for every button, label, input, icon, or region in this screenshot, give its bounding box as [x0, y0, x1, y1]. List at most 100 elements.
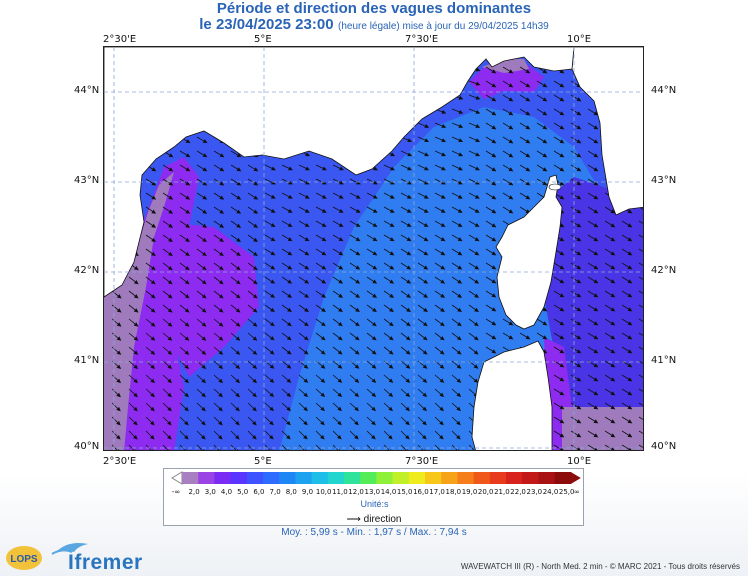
- direction-arrowhead: [542, 139, 548, 144]
- direction-arrowhead: [201, 364, 207, 370]
- direction-arrowhead: [355, 237, 361, 242]
- direction-arrowhead: [405, 392, 411, 398]
- direction-arrowhead: [508, 195, 514, 200]
- direction-arrowhead: [627, 391, 633, 396]
- direction-arrowhead: [441, 138, 447, 143]
- direction-arrowhead: [627, 251, 633, 256]
- direction-arrowhead: [218, 280, 224, 285]
- direction-arrowhead: [406, 307, 411, 313]
- colorbar-swatch: [408, 472, 426, 484]
- direction-arrowhead: [303, 434, 308, 440]
- colorbar-tick-label: 19,0: [462, 488, 478, 496]
- direction-arrowhead: [286, 378, 292, 383]
- direction-arrowhead: [627, 405, 633, 410]
- direction-arrowhead: [422, 364, 428, 369]
- direction-arrowhead: [320, 434, 325, 440]
- direction-arrowhead: [423, 279, 429, 284]
- direction-arrowhead: [321, 321, 326, 327]
- direction-arrowhead: [576, 293, 582, 298]
- direction-arrowhead: [168, 181, 174, 186]
- direction-arrowhead: [151, 209, 157, 214]
- direction-arrowhead: [270, 279, 276, 284]
- direction-arrowhead: [593, 111, 599, 116]
- colorbar-tick-label: 22,0: [510, 488, 526, 496]
- lat-left-label: 40°N: [74, 441, 100, 452]
- lat-left-label: 44°N: [74, 85, 100, 96]
- direction-arrowhead: [286, 336, 292, 341]
- direction-arrowhead: [475, 138, 481, 143]
- direction-arrowhead: [252, 350, 258, 355]
- direction-arrowhead: [235, 435, 240, 440]
- direction-arrowhead: [150, 364, 156, 370]
- direction-arrowhead: [388, 406, 393, 412]
- colorbar-tick-label: 24,0: [543, 488, 559, 496]
- direction-arrowhead: [184, 294, 190, 299]
- direction-arrowhead: [201, 435, 206, 440]
- direction-arrowhead: [184, 336, 190, 341]
- direction-arrowhead: [508, 111, 514, 116]
- direction-arrowhead: [610, 447, 616, 450]
- colorbar-swatch: [392, 472, 410, 484]
- direction-arrowhead: [184, 308, 190, 313]
- direction-arrowhead: [149, 449, 155, 450]
- direction-arrowhead: [424, 152, 430, 157]
- direction-arrowhead: [542, 83, 548, 88]
- direction-arrowhead: [371, 406, 376, 412]
- direction-arrowhead: [406, 208, 412, 213]
- direction-arrowhead: [491, 97, 497, 102]
- colorbar-tick-label: 16,0: [413, 488, 429, 496]
- direction-arrowhead: [627, 209, 633, 214]
- direction-arrowhead: [320, 336, 326, 341]
- direction-arrowhead: [287, 307, 292, 313]
- direction-arrowhead: [321, 251, 327, 256]
- direction-arrow: [315, 444, 325, 450]
- direction-arrowhead: [576, 223, 582, 228]
- direction-arrowhead: [593, 279, 599, 284]
- direction-arrowhead: [371, 434, 376, 440]
- direction-arrowhead: [508, 125, 514, 130]
- direction-arrowhead: [440, 307, 445, 313]
- direction-arrowhead: [457, 194, 463, 199]
- direction-arrow: [638, 234, 643, 242]
- lat-right-label: 40°N: [651, 441, 677, 452]
- direction-arrowhead: [457, 307, 462, 313]
- direction-arrowhead: [559, 181, 565, 186]
- direction-arrowhead: [424, 166, 429, 171]
- direction-arrowhead: [354, 350, 360, 355]
- direction-arrowhead: [559, 125, 565, 130]
- direction-arrowhead: [338, 237, 344, 242]
- direction-arrowhead: [337, 434, 342, 440]
- direction-arrowhead: [370, 449, 376, 450]
- direction-arrowhead: [610, 363, 616, 368]
- direction-arrowhead: [337, 350, 343, 355]
- statistics-line: Moy. : 5,99 s - Min. : 1,97 s / Max. : 7…: [0, 527, 748, 538]
- direction-arrowhead: [269, 434, 274, 440]
- direction-arrowhead: [423, 223, 429, 227]
- direction-arrowhead: [576, 349, 582, 354]
- direction-arrowhead: [168, 209, 174, 214]
- direction-arrowhead: [133, 322, 139, 327]
- colorbar-swatch: [360, 472, 377, 484]
- lon-top-label: 2°30'E: [103, 34, 137, 45]
- direction-arrowhead: [235, 420, 240, 426]
- direction-arrowhead: [508, 335, 514, 340]
- direction-arrowhead: [151, 167, 157, 172]
- direction-arrowhead: [389, 237, 395, 242]
- direction-arrowhead: [576, 209, 582, 214]
- lat-right-label: 41°N: [651, 355, 677, 366]
- direction-arrowhead: [185, 209, 191, 214]
- direction-arrowhead: [389, 194, 395, 199]
- direction-arrowhead: [559, 433, 565, 438]
- colorbar-tick-label: 4,0: [221, 488, 232, 496]
- direction-arrowhead: [303, 378, 309, 383]
- direction-arrowhead: [559, 139, 565, 144]
- direction-arrowhead: [559, 419, 565, 424]
- direction-arrowhead: [167, 280, 173, 285]
- wave-period-map[interactable]: [103, 46, 644, 451]
- direction-arrowhead: [133, 350, 139, 355]
- direction-arrow-icon: ⟶: [346, 514, 361, 525]
- direction-arrowhead: [491, 111, 497, 116]
- direction-arrowhead: [304, 321, 309, 327]
- direction-arrowhead: [202, 139, 208, 144]
- direction-arrowhead: [133, 392, 138, 398]
